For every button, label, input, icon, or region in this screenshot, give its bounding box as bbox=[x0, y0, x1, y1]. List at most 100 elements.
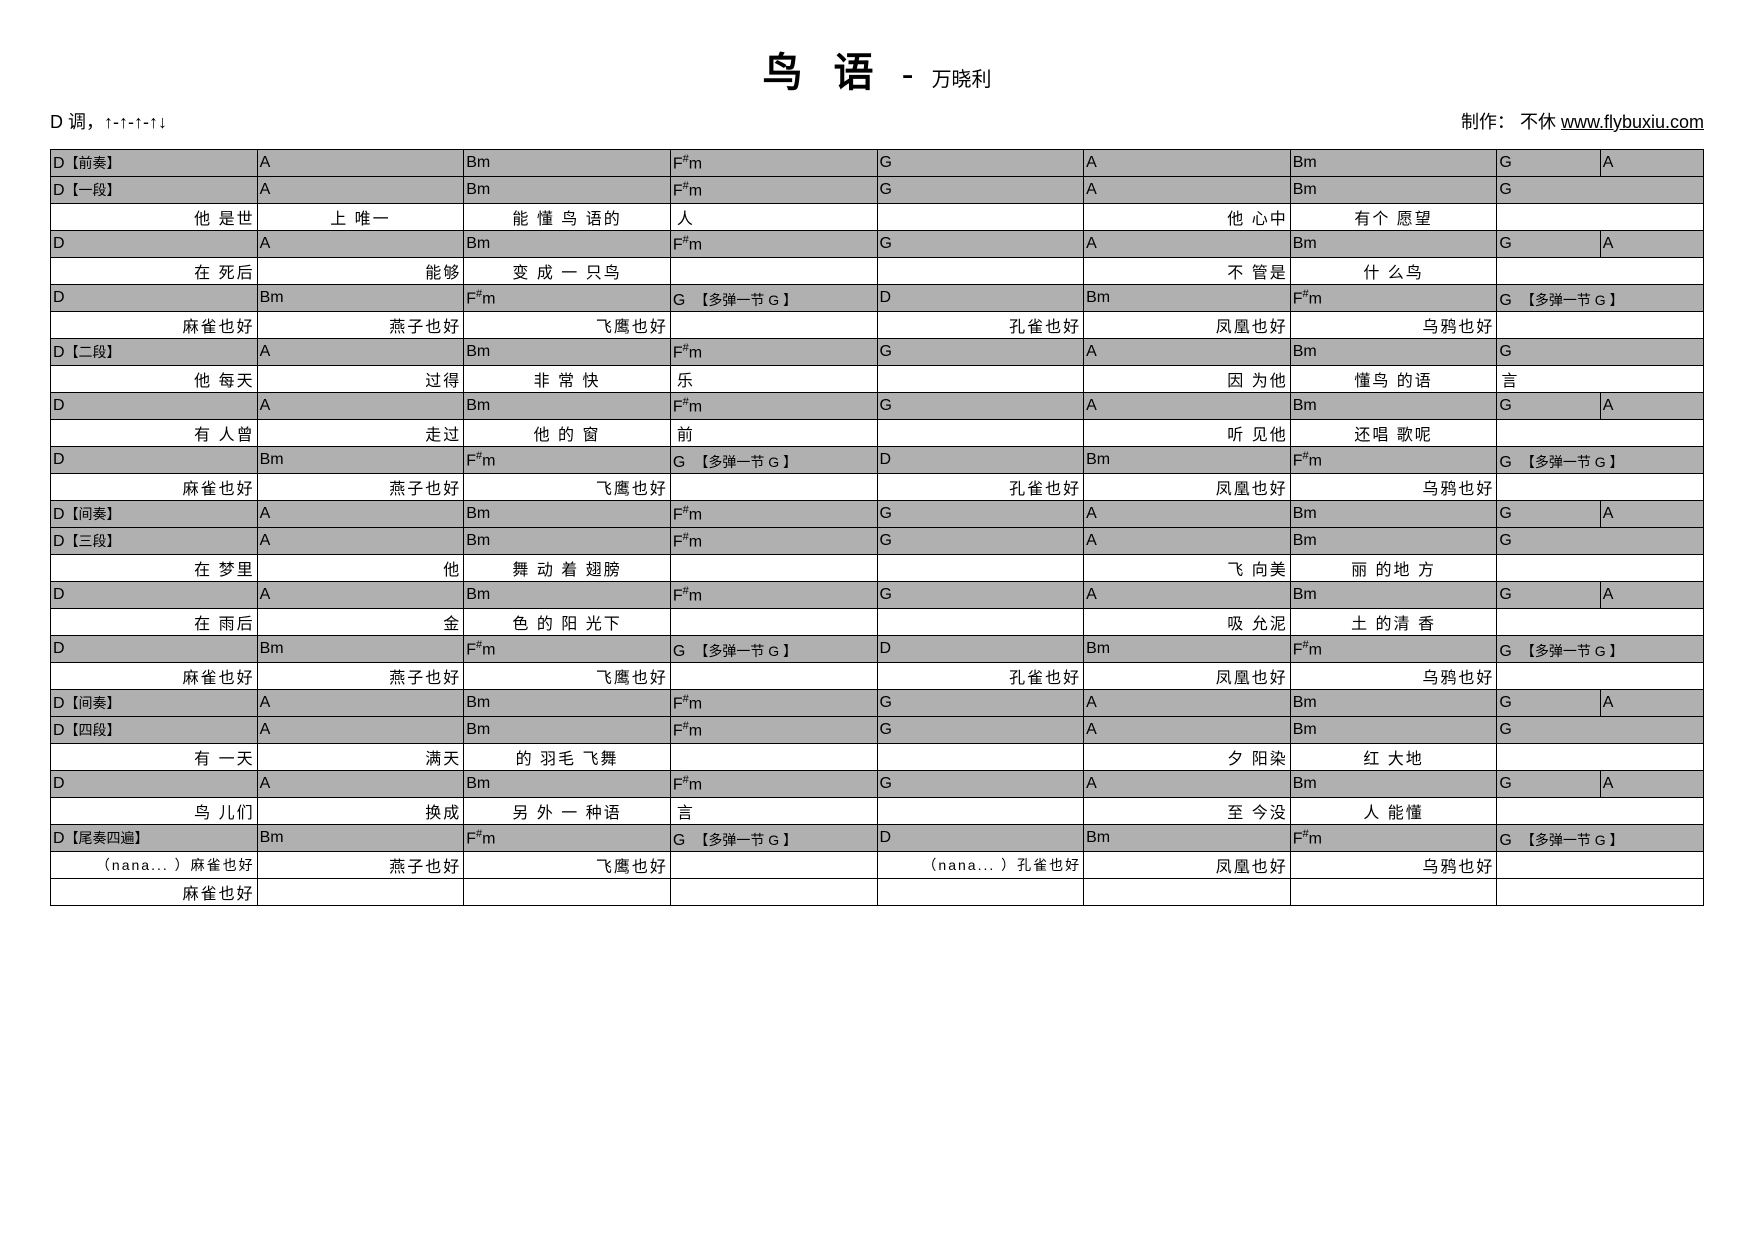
chord-cell: F#m bbox=[670, 582, 877, 609]
chord-cell: G bbox=[1497, 717, 1704, 744]
chord-cell: G bbox=[1497, 501, 1600, 528]
chord-cell: A bbox=[257, 393, 464, 420]
lyric-cell: 凤凰也好 bbox=[1084, 852, 1291, 879]
lyric-cell bbox=[1497, 420, 1704, 447]
lyric-cell bbox=[670, 312, 877, 339]
lyric-cell: 他 bbox=[257, 555, 464, 582]
chord-cell: D bbox=[51, 285, 258, 312]
chord-cell: A bbox=[1084, 339, 1291, 366]
lyric-cell: （nana... ）麻雀也好 bbox=[51, 852, 258, 879]
lyric-cell: 土 的清 香 bbox=[1290, 609, 1497, 636]
lyric-cell bbox=[877, 258, 1084, 285]
chord-cell: Bm bbox=[1084, 825, 1291, 852]
lyric-row: 麻雀也好 燕子也好 飞鹰也好 孔雀也好 凤凰也好 乌鸦也好 bbox=[51, 312, 1704, 339]
chord-row: D【二段】 A Bm F#m G A Bm G bbox=[51, 339, 1704, 366]
chord-cell: F#m bbox=[670, 339, 877, 366]
chord-cell: G 【多弹一节 G 】 bbox=[1497, 285, 1704, 312]
chord-cell: A bbox=[1084, 528, 1291, 555]
chord-cell: F#m bbox=[1290, 285, 1497, 312]
chord-cell: G bbox=[877, 339, 1084, 366]
chord-cell: Bm bbox=[464, 690, 671, 717]
lyric-row: 在 死后 能够 变 成 一 只鸟 不 管是 什 么鸟 bbox=[51, 258, 1704, 285]
lyric-cell: 舞 动 着 翅膀 bbox=[464, 555, 671, 582]
chord-cell: A bbox=[1600, 150, 1703, 177]
lyric-cell: 非 常 快 bbox=[464, 366, 671, 393]
chord-cell: F#m bbox=[670, 717, 877, 744]
chord-row: D Bm F#m G 【多弹一节 G 】 D Bm F#m G 【多弹一节 G … bbox=[51, 636, 1704, 663]
credit-label: 制作： 不休 bbox=[1461, 112, 1561, 132]
chord-cell: Bm bbox=[464, 501, 671, 528]
chord-cell: F#m bbox=[1290, 636, 1497, 663]
lyric-cell bbox=[1497, 609, 1704, 636]
chord-cell: Bm bbox=[257, 825, 464, 852]
lyric-row: 麻雀也好 燕子也好 飞鹰也好 孔雀也好 凤凰也好 乌鸦也好 bbox=[51, 474, 1704, 501]
chord-cell: Bm bbox=[1084, 447, 1291, 474]
lyric-cell: 过得 bbox=[257, 366, 464, 393]
chord-row: D Bm F#m G 【多弹一节 G 】 D Bm F#m G 【多弹一节 G … bbox=[51, 285, 1704, 312]
chord-cell: Bm bbox=[464, 771, 671, 798]
lyric-row: （nana... ）麻雀也好 燕子也好 飞鹰也好 （nana... ）孔雀也好 … bbox=[51, 852, 1704, 879]
chord-cell: D【三段】 bbox=[51, 528, 258, 555]
lyric-cell bbox=[1084, 879, 1291, 906]
chord-cell: A bbox=[1084, 501, 1291, 528]
chord-cell: G bbox=[877, 690, 1084, 717]
chord-cell: A bbox=[1600, 231, 1703, 258]
song-title: 鸟 语 bbox=[762, 51, 883, 95]
chord-cell: Bm bbox=[464, 150, 671, 177]
chord-cell: G bbox=[877, 177, 1084, 204]
chord-cell: A bbox=[1084, 231, 1291, 258]
chord-cell: G bbox=[877, 231, 1084, 258]
chord-cell: Bm bbox=[464, 231, 671, 258]
chord-row: D【一段】 A Bm F#m G A Bm G bbox=[51, 177, 1704, 204]
chord-cell: F#m bbox=[670, 231, 877, 258]
credit-link[interactable]: www.flybuxiu.com bbox=[1561, 112, 1704, 132]
chord-cell: D bbox=[51, 393, 258, 420]
lyric-cell: 他 每天 bbox=[51, 366, 258, 393]
lyric-cell bbox=[1497, 555, 1704, 582]
lyric-cell bbox=[1497, 474, 1704, 501]
chord-cell: G bbox=[877, 582, 1084, 609]
chord-cell: D【尾奏四遍】 bbox=[51, 825, 258, 852]
chord-cell: A bbox=[257, 501, 464, 528]
lyric-cell: 飞鹰也好 bbox=[464, 852, 671, 879]
chord-cell: A bbox=[1600, 393, 1703, 420]
lyric-row: 有 一天 满天 的 羽毛 飞舞 夕 阳染 红 大地 bbox=[51, 744, 1704, 771]
chord-cell: G bbox=[877, 771, 1084, 798]
lyric-cell: 飞鹰也好 bbox=[464, 474, 671, 501]
chord-cell: D bbox=[51, 582, 258, 609]
chord-cell: D【前奏】 bbox=[51, 150, 258, 177]
chord-cell: A bbox=[1084, 150, 1291, 177]
lyric-cell bbox=[877, 204, 1084, 231]
chord-cell: Bm bbox=[1290, 231, 1497, 258]
lyric-row: 麻雀也好 bbox=[51, 879, 1704, 906]
chord-cell: Bm bbox=[1290, 393, 1497, 420]
lyric-cell: 上 唯一 bbox=[257, 204, 464, 231]
chord-cell: G bbox=[1497, 771, 1600, 798]
chord-cell: A bbox=[1084, 690, 1291, 717]
lyric-cell: 孔雀也好 bbox=[877, 663, 1084, 690]
lyric-cell bbox=[464, 879, 671, 906]
lyric-cell: 还唱 歌呢 bbox=[1290, 420, 1497, 447]
chord-cell: A bbox=[257, 717, 464, 744]
lyric-cell bbox=[670, 663, 877, 690]
lyric-cell: 能 懂 鸟 语的 bbox=[464, 204, 671, 231]
lyric-cell: 言 bbox=[670, 798, 877, 825]
chord-cell: G 【多弹一节 G 】 bbox=[1497, 447, 1704, 474]
lyric-cell: 有 一天 bbox=[51, 744, 258, 771]
lyric-row: 鸟 儿们 换成 另 外 一 种语 言 至 今没 人 能懂 bbox=[51, 798, 1704, 825]
chord-cell: Bm bbox=[257, 636, 464, 663]
chord-cell: G 【多弹一节 G 】 bbox=[1497, 825, 1704, 852]
chord-cell: Bm bbox=[1084, 285, 1291, 312]
chord-cell: Bm bbox=[1290, 690, 1497, 717]
chord-cell: Bm bbox=[464, 717, 671, 744]
lyric-cell: 乌鸦也好 bbox=[1290, 663, 1497, 690]
lyric-cell: 吸 允泥 bbox=[1084, 609, 1291, 636]
lyric-cell: 他 的 窗 bbox=[464, 420, 671, 447]
lyric-cell bbox=[670, 474, 877, 501]
chord-cell: Bm bbox=[1290, 582, 1497, 609]
lyric-cell: 他 是世 bbox=[51, 204, 258, 231]
chord-cell: Bm bbox=[257, 447, 464, 474]
chord-cell: G bbox=[877, 528, 1084, 555]
lyric-cell: 人 bbox=[670, 204, 877, 231]
chord-cell: G 【多弹一节 G 】 bbox=[670, 636, 877, 663]
